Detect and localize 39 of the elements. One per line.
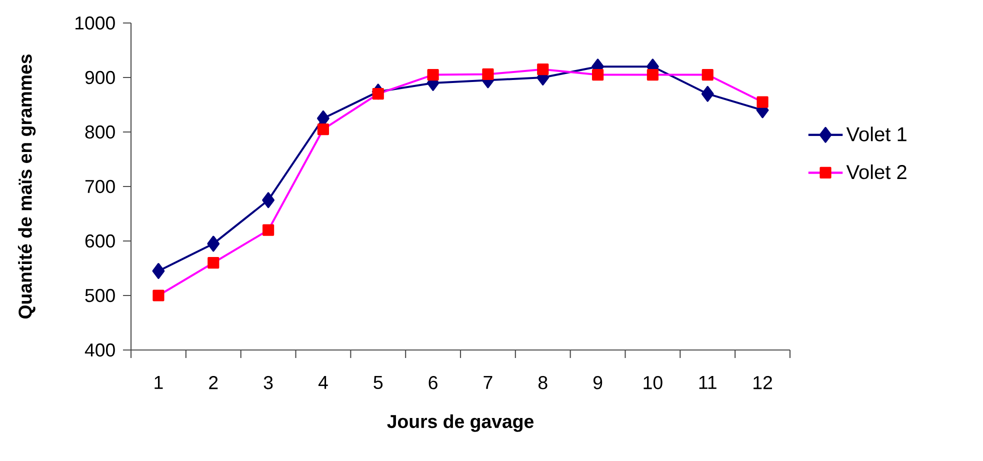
x-tick-label: 11 — [699, 376, 716, 389]
point — [646, 68, 659, 81]
point — [702, 68, 714, 81]
y-tick-label: 1000 — [76, 16, 115, 30]
x-tick-label: 1 — [154, 376, 163, 389]
point — [372, 88, 384, 100]
point — [756, 96, 768, 108]
x-tick-label: 5 — [374, 376, 383, 390]
x-tick-label: 6 — [428, 376, 438, 390]
point — [482, 68, 494, 80]
y-tick-label: 600 — [85, 234, 115, 248]
y-tick-label: 900 — [85, 70, 115, 84]
y-axis-title: Quantité de maïs en grammes — [18, 54, 36, 319]
x-tick-label: 8 — [538, 376, 548, 390]
point — [592, 68, 604, 81]
y-tick-label: 700 — [85, 180, 115, 194]
point — [152, 263, 165, 279]
x-axis-title: Jours de gavage — [387, 414, 534, 432]
x-tick-label: 4 — [318, 376, 328, 389]
x-tick-label: 9 — [593, 376, 602, 390]
point — [427, 68, 439, 81]
y-tick-label: 400 — [84, 343, 115, 357]
point — [537, 64, 549, 76]
legend-label: Volet 2 — [846, 164, 906, 180]
point — [152, 290, 164, 302]
x-tick-label: 12 — [754, 376, 772, 390]
point — [208, 256, 220, 269]
point — [262, 224, 274, 236]
x-tick-label: 10 — [644, 376, 662, 390]
y-tick-label: 500 — [85, 288, 115, 302]
legend-label: Volet 1 — [846, 126, 906, 142]
x-tick-label: 2 — [209, 376, 218, 390]
x-tick-label: 7 — [484, 376, 492, 389]
point — [262, 192, 274, 208]
point — [207, 236, 220, 252]
point — [701, 86, 714, 102]
x-tick-label: 3 — [264, 376, 273, 390]
y-tick-label: 800 — [85, 125, 115, 139]
point — [317, 123, 330, 136]
